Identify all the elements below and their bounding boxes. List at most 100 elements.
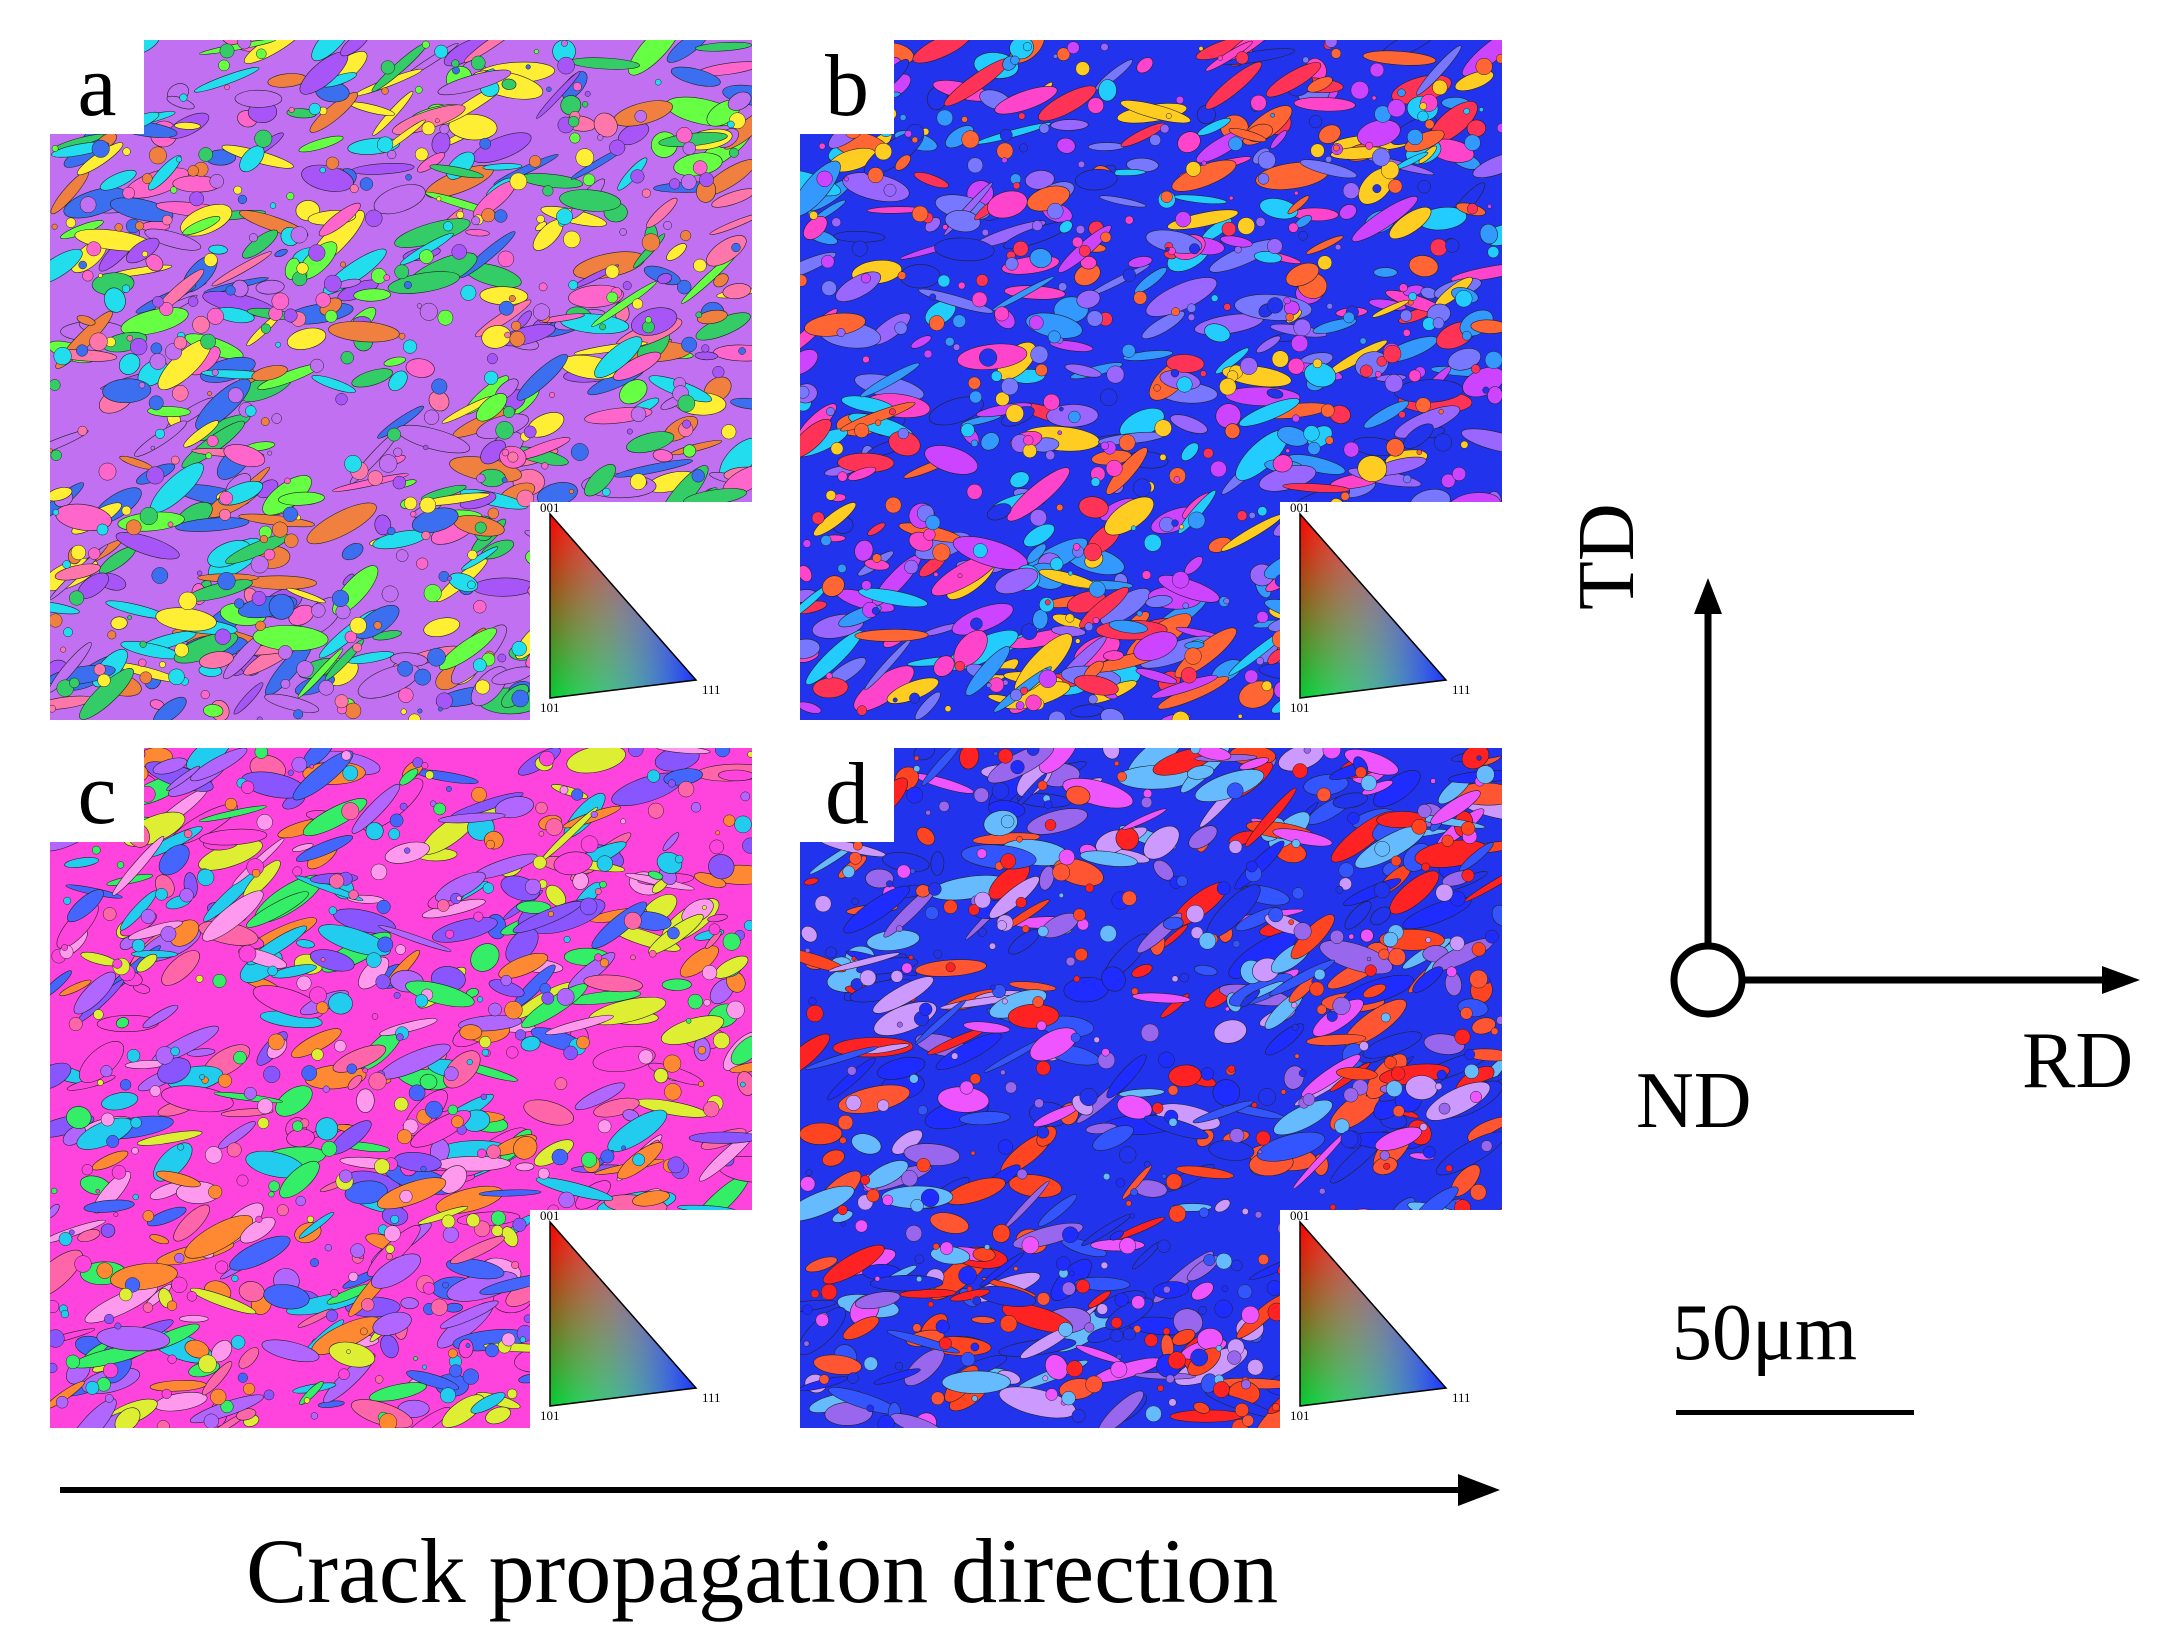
grain [161,1388,172,1399]
grain [1234,246,1242,254]
grain [519,1336,527,1343]
grain [423,584,442,603]
grain [400,1297,419,1310]
grain [405,174,412,181]
grain [1160,124,1170,134]
grain [466,1213,481,1228]
grain [705,930,722,949]
grain [427,647,446,667]
grain [957,281,966,290]
grain [263,1389,275,1401]
grain [545,1014,614,1035]
grain [851,240,868,257]
grain [156,1420,170,1428]
ipf-triangle-d [1299,1220,1448,1407]
grain [954,660,966,672]
grain [1362,983,1387,999]
grain [250,555,269,574]
grain [1480,1140,1493,1152]
grain [1215,1345,1223,1352]
grain [1464,134,1481,151]
grain [332,1044,387,1073]
grain [1061,1281,1076,1296]
grain [1000,1069,1006,1076]
grain [1303,425,1320,442]
grain [622,281,632,291]
grain [1229,1128,1245,1144]
grain [372,1311,412,1336]
grain [1108,619,1148,634]
grain [1340,491,1350,501]
grain [78,260,87,270]
grain [1344,901,1372,930]
grain [1464,1063,1480,1079]
grain [818,142,826,150]
grain [1143,789,1153,799]
grain [353,288,391,302]
grain [1075,61,1090,76]
grain [1374,370,1382,378]
grain [362,1067,368,1074]
grain [512,1217,527,1232]
grain [484,370,499,385]
grain [497,250,515,268]
grain [663,1054,682,1073]
grain [1056,47,1071,61]
grain [677,394,696,413]
grain [1192,1100,1254,1124]
grain [813,502,857,537]
grain [1120,122,1166,147]
grain [1293,96,1356,112]
grain [837,1205,848,1216]
grain [144,228,202,251]
grain [971,1316,996,1324]
grain [255,620,266,631]
grain [441,1394,485,1428]
grain [860,1175,871,1185]
grain [896,925,903,933]
grain [1013,1266,1019,1272]
grain [297,648,344,698]
grain [1023,523,1055,548]
grain [254,748,269,759]
grain [160,925,177,942]
grain [255,279,285,295]
grain [441,1214,456,1229]
grain [1119,1146,1137,1164]
grain [860,362,920,398]
grain [161,950,200,986]
ipf-triangle-a [549,512,698,699]
grain [996,920,1008,931]
grain [446,1258,505,1280]
grain [1092,1125,1134,1151]
grain [1378,948,1390,960]
grain [914,691,941,720]
grain [999,1315,1018,1333]
grain [1087,1290,1111,1309]
grain [966,1285,973,1292]
grain [932,1243,940,1250]
grain [693,258,707,273]
grain [1021,925,1030,933]
grain [965,646,1011,696]
grain [319,166,326,174]
grain [909,692,921,704]
grain [1326,1010,1338,1022]
grain [556,208,573,225]
grain [1319,1187,1326,1195]
grain [854,1291,901,1310]
grain [630,169,645,184]
grain [96,1262,113,1279]
grain [885,496,902,514]
grain [395,944,406,955]
grain [50,704,56,713]
grain [1176,875,1188,887]
grain [481,208,496,223]
grain [1000,853,1017,869]
grain [574,1082,626,1111]
grain [1098,79,1117,102]
grain [924,906,939,920]
grain [806,1004,824,1023]
grain [1223,597,1230,605]
grain [472,658,487,673]
